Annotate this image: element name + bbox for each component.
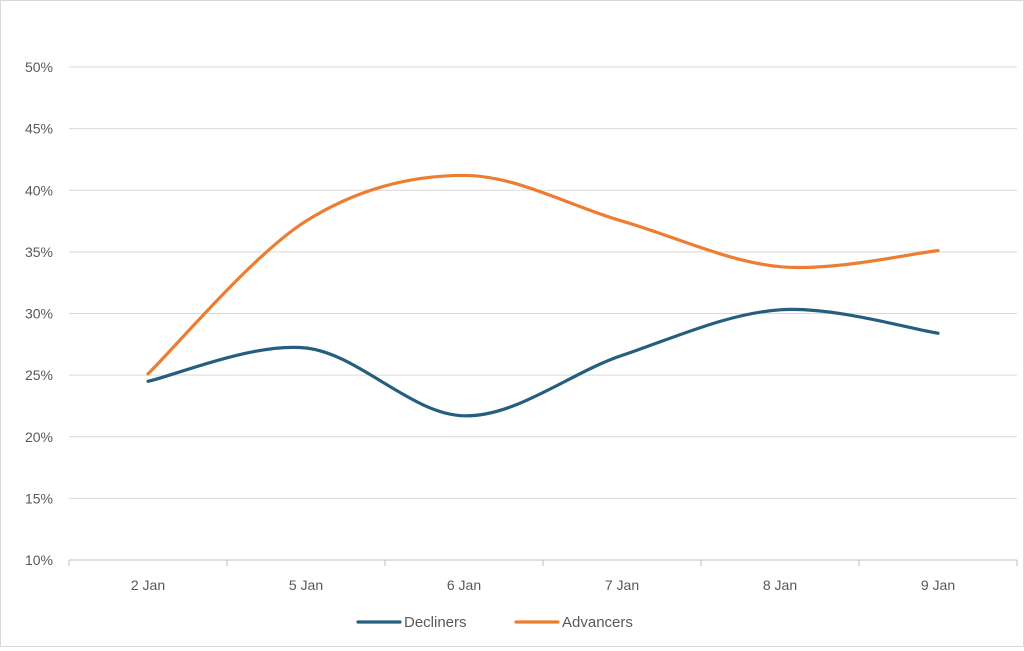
y-tick-label: 50% <box>25 59 53 75</box>
gridlines <box>69 67 1017 498</box>
y-tick-label: 25% <box>25 367 53 383</box>
y-tick-label: 15% <box>25 490 53 506</box>
y-tick-label: 40% <box>25 182 53 198</box>
y-axis-tick-labels: 10% 15% 20% 25% 30% 35% 40% 45% 50% <box>25 59 53 568</box>
y-tick-label: 20% <box>25 429 53 445</box>
x-tick-label: 8 Jan <box>763 577 797 593</box>
x-tick-label: 7 Jan <box>605 577 639 593</box>
series-line-decliners <box>148 309 938 415</box>
series-line-advancers <box>148 175 938 373</box>
x-axis-tick-labels: 2 Jan 5 Jan 6 Jan 7 Jan 8 Jan 9 Jan <box>131 577 955 593</box>
legend-label-decliners: Decliners <box>404 614 467 631</box>
x-tick-label: 5 Jan <box>289 577 323 593</box>
legend: Decliners Advancers <box>358 614 633 631</box>
y-tick-label: 45% <box>25 121 53 137</box>
x-tick-label: 9 Jan <box>921 577 955 593</box>
legend-label-advancers: Advancers <box>562 614 633 631</box>
series-lines <box>148 175 938 415</box>
x-axis <box>69 560 1017 566</box>
x-tick-label: 2 Jan <box>131 577 165 593</box>
y-tick-label: 35% <box>25 244 53 260</box>
x-tick-label: 6 Jan <box>447 577 481 593</box>
y-tick-label: 30% <box>25 306 53 322</box>
y-tick-label: 10% <box>25 552 53 568</box>
